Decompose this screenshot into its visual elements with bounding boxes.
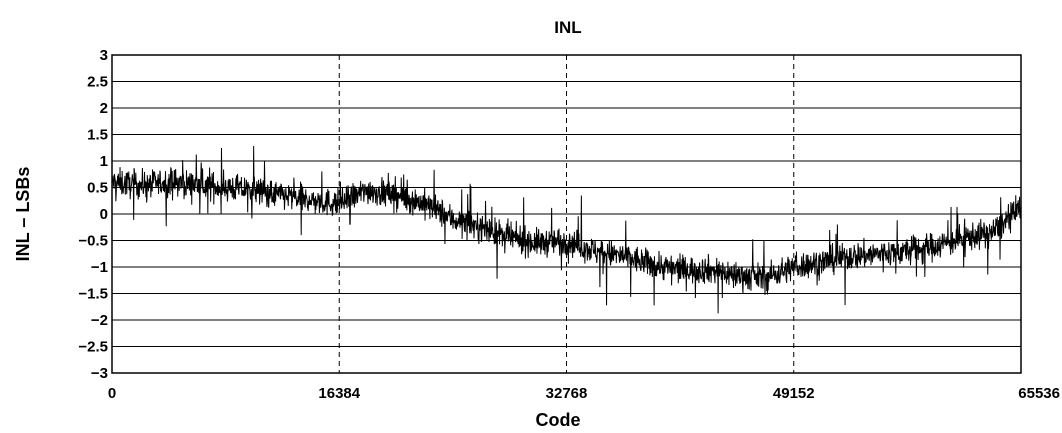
y-tick-label: 2	[100, 100, 108, 117]
y-tick-label: −2.5	[78, 339, 108, 356]
inl-plot-area	[111, 146, 1022, 314]
y-tick-label: −2	[91, 312, 108, 329]
inl-series-line	[111, 146, 1022, 314]
y-tick-label: 3	[100, 47, 108, 64]
x-tick-label: 16384	[318, 385, 360, 402]
y-tick-labels: 3 2.5 2 1.5 1 0.5 0 −0.5 −1 −1.5 −2 −2.5 −3	[78, 47, 108, 382]
x-tick-label: 0	[108, 385, 116, 402]
y-tick-label: 0.5	[87, 180, 108, 197]
chart-title: INL	[554, 18, 581, 37]
plot-frame	[111, 54, 1022, 374]
vertical-gridlines	[338, 55, 795, 373]
x-tick-labels: 0 16384 32768 49152 65536	[108, 385, 1060, 402]
y-tick-label: −1.5	[78, 286, 108, 303]
y-tick-label: 0	[100, 206, 108, 223]
x-tick-label: 32768	[546, 385, 588, 402]
y-tick-label: −0.5	[78, 233, 108, 250]
y-tick-label: −3	[91, 365, 108, 382]
x-tick-label: 65536	[1018, 385, 1060, 402]
y-tick-label: 1	[100, 153, 108, 170]
y-tick-label: 2.5	[87, 74, 108, 91]
y-axis-label: INL – LSBs	[13, 167, 33, 262]
y-tick-label: −1	[91, 259, 108, 276]
y-tick-label: 1.5	[87, 127, 108, 144]
x-tick-label: 49152	[773, 385, 815, 402]
x-axis-label: Code	[536, 410, 581, 430]
